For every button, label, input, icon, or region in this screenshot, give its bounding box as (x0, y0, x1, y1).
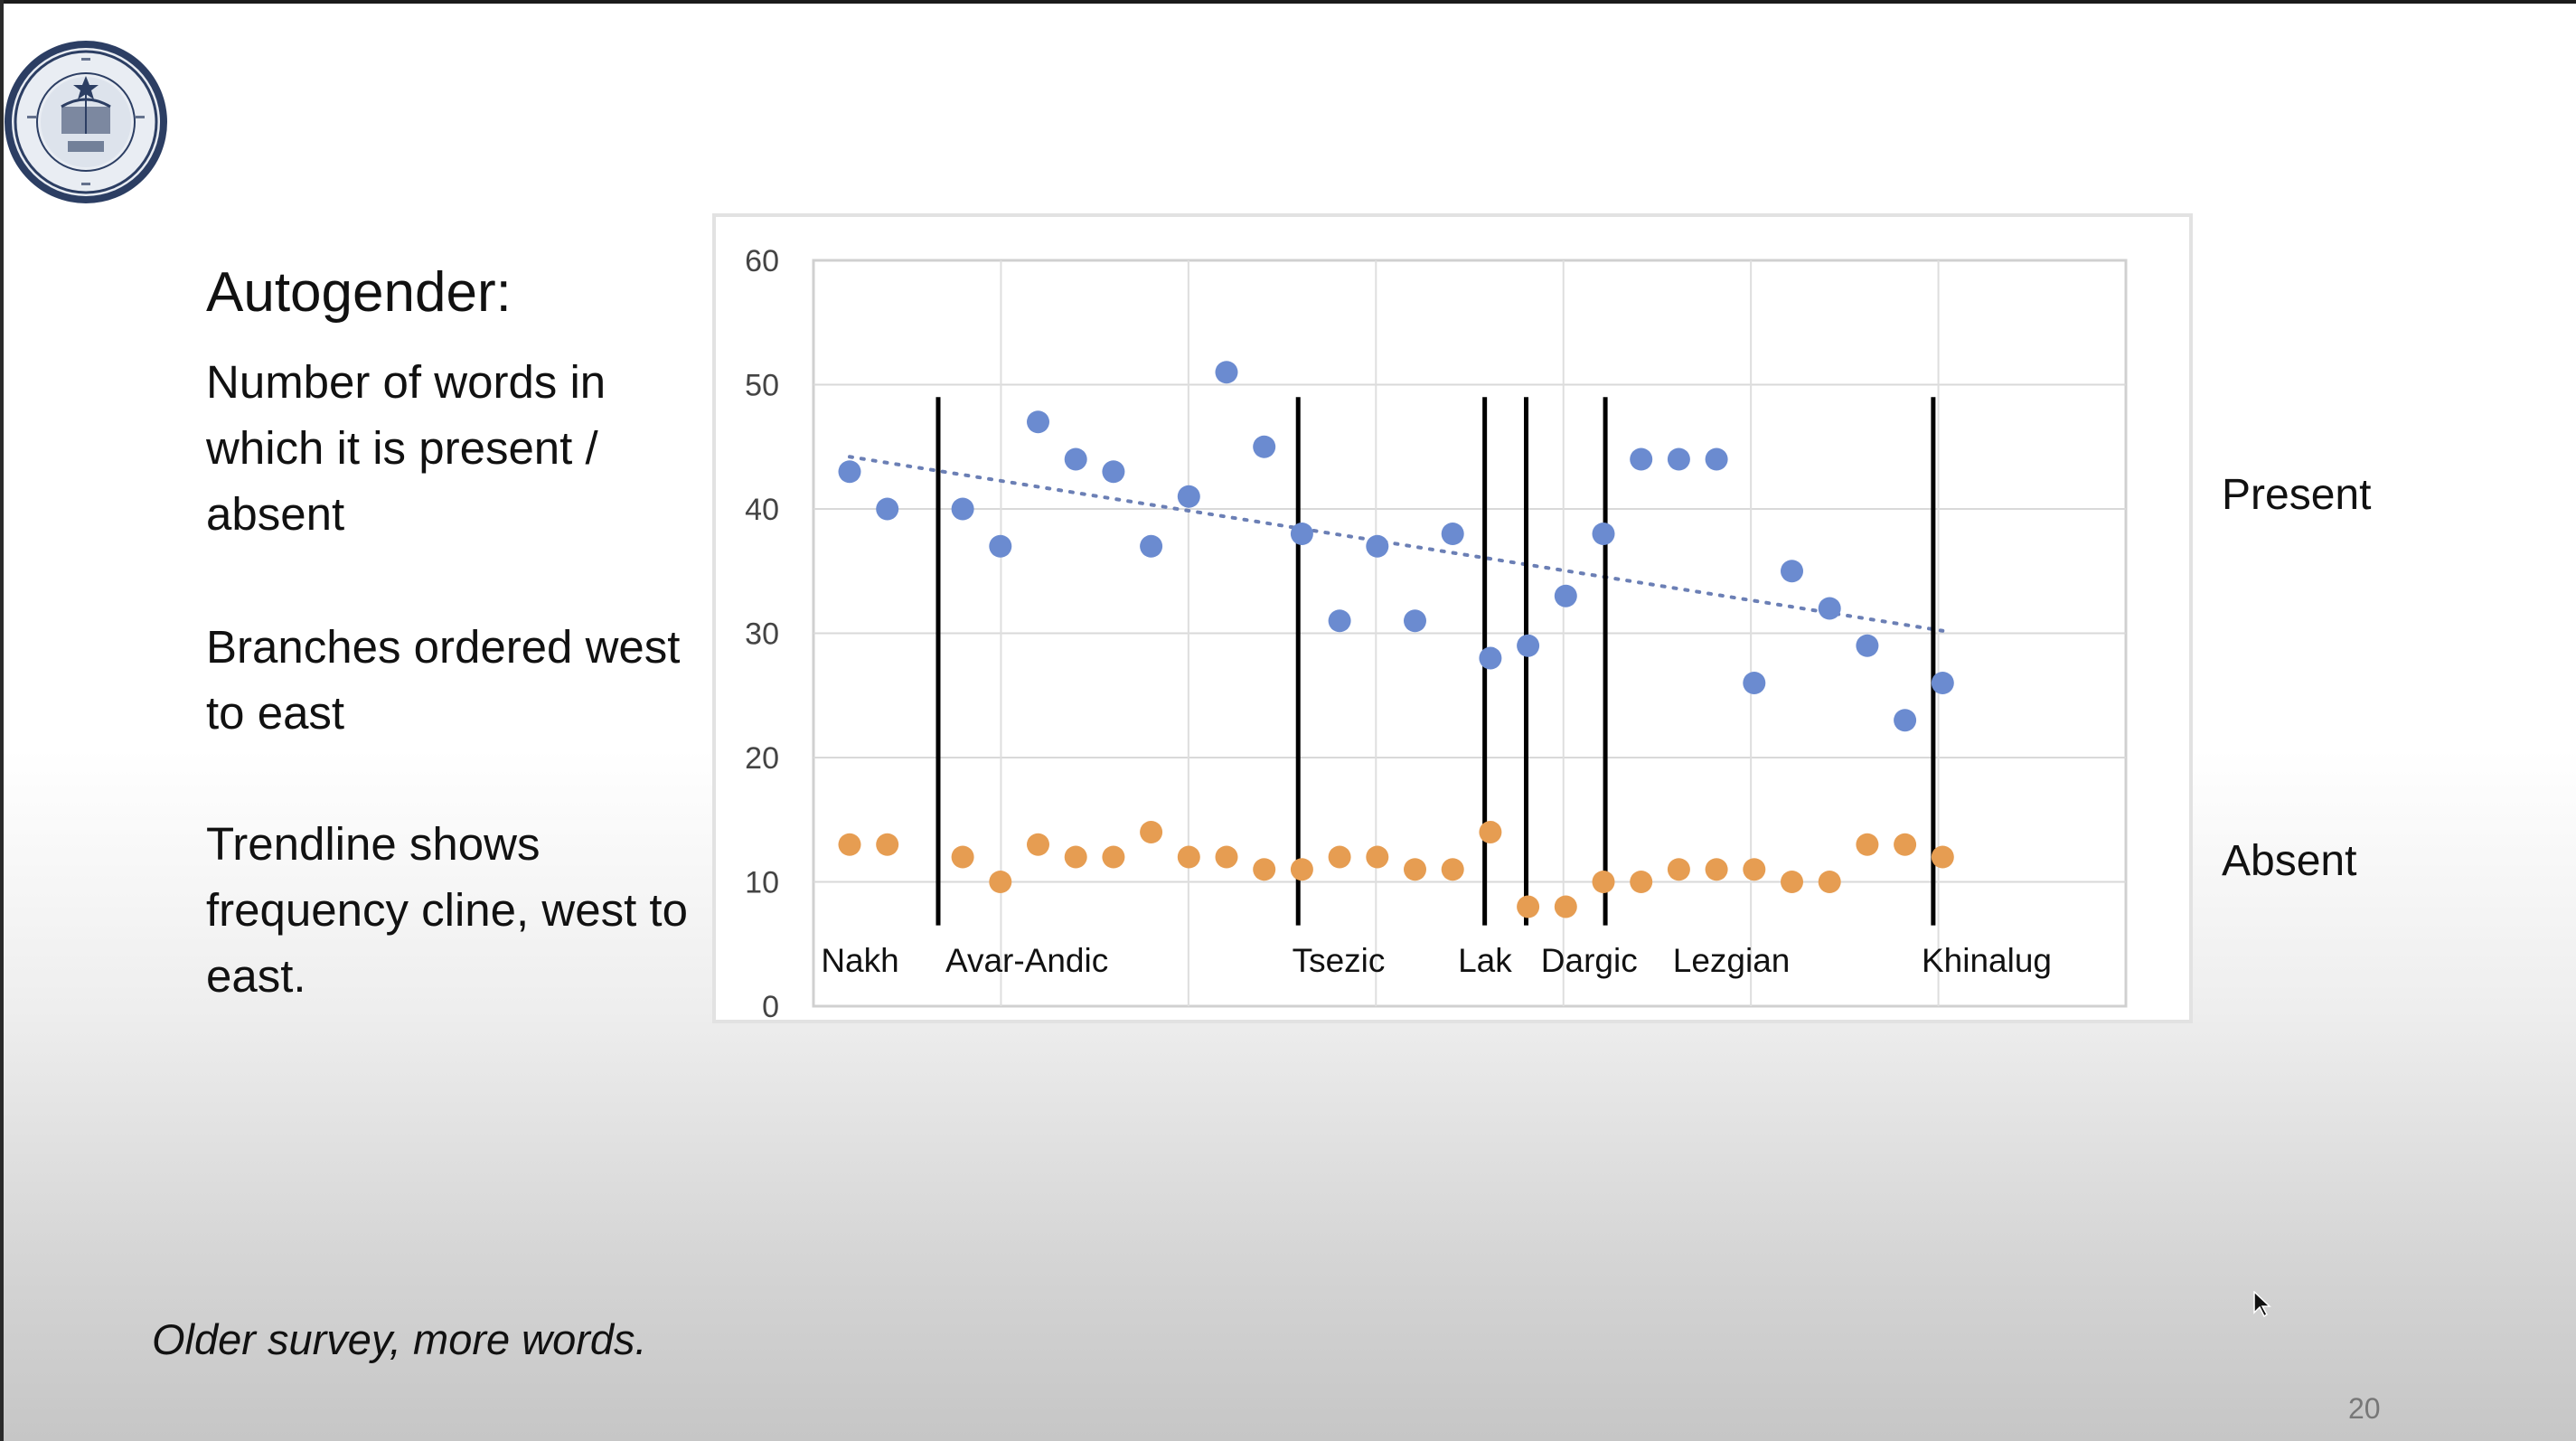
ordering-text: Branches ordered west to east (206, 621, 681, 739)
branch-label: Khinalug (1922, 942, 2052, 979)
absent-point (1328, 845, 1351, 869)
present-point (1667, 447, 1690, 471)
y-tick-label: 60 (745, 244, 779, 278)
present-point (838, 460, 861, 484)
absent-point (1215, 845, 1238, 869)
present-point (1818, 597, 1841, 620)
y-tick-label: 40 (745, 493, 779, 527)
present-point (1140, 534, 1163, 558)
absent-point (1517, 895, 1540, 918)
present-point (1404, 609, 1426, 633)
absent-point (1856, 833, 1879, 856)
absent-point (1366, 845, 1389, 869)
present-point (1064, 447, 1087, 471)
absent-point (1177, 845, 1200, 869)
absent-point (876, 833, 899, 856)
present-series (838, 361, 1954, 732)
trendline (848, 455, 1945, 633)
left-border (0, 0, 4, 1441)
trendline-text: Trendline shows frequency cline, west to… (206, 818, 688, 1002)
university-seal-logo (5, 41, 167, 203)
present-point (1366, 534, 1389, 558)
absent-point (1818, 871, 1841, 893)
legend-present: Present (2222, 471, 2372, 519)
absent-point (1705, 858, 1728, 881)
present-point (1630, 447, 1653, 471)
present-point (1027, 410, 1049, 434)
present-point (989, 534, 1012, 558)
branch-label: Tsezic (1293, 942, 1386, 979)
present-point (1102, 460, 1125, 484)
absent-point (1554, 895, 1577, 918)
y-tick-label: 0 (762, 990, 779, 1024)
absent-point (1441, 858, 1464, 881)
present-point (1253, 435, 1276, 458)
absent-point (1667, 858, 1690, 881)
absent-point (989, 871, 1012, 893)
absent-point (1894, 833, 1917, 856)
present-point (1177, 485, 1200, 508)
present-point (1479, 646, 1502, 670)
present-point (1441, 523, 1464, 545)
present-point (1517, 634, 1540, 657)
absent-point (1253, 858, 1276, 881)
slide-title: Autogender: (206, 261, 512, 324)
absent-point (1027, 833, 1049, 856)
y-tick-label: 10 (745, 866, 779, 900)
branch-label: Avar-Andic (945, 942, 1108, 979)
present-point (876, 497, 899, 521)
absent-point (951, 845, 974, 869)
absent-point (838, 833, 861, 856)
absent-point (1743, 858, 1766, 881)
absent-point (1404, 858, 1426, 881)
present-point (1328, 609, 1351, 633)
absent-point (1781, 871, 1803, 893)
legend-absent: Absent (2222, 837, 2357, 885)
absent-point (1630, 871, 1653, 893)
present-point (1743, 672, 1766, 694)
present-point (1931, 672, 1954, 694)
y-tick-labels: 0 10 20 30 40 50 60 (745, 244, 779, 1024)
absent-point (1290, 858, 1313, 881)
present-point (1705, 447, 1728, 471)
absent-point (1592, 871, 1615, 893)
branch-label: Dargic (1541, 942, 1638, 979)
page-number: 20 (2348, 1392, 2381, 1425)
mouse-cursor-icon (2253, 1291, 2271, 1318)
present-point (1592, 523, 1615, 545)
absent-point (1102, 845, 1125, 869)
present-point (1290, 523, 1313, 545)
branch-label: Lak (1458, 942, 1512, 979)
present-point (1781, 560, 1803, 583)
present-point (951, 497, 974, 521)
y-tick-label: 30 (745, 617, 779, 652)
present-point (1856, 634, 1879, 657)
absent-point (1931, 845, 1954, 869)
y-tick-label: 20 (745, 741, 779, 776)
footnote: Older survey, more words. (152, 1315, 647, 1363)
absent-point (1064, 845, 1087, 869)
top-border (0, 0, 2576, 4)
branch-label: Nakh (821, 942, 898, 979)
y-tick-label: 50 (745, 369, 779, 403)
branch-labels: Nakh Avar-Andic Tsezic Lak Dargic Lezgian Khin… (821, 942, 2052, 979)
absent-point (1479, 821, 1502, 843)
present-point (1215, 361, 1238, 384)
absent-series (838, 821, 1954, 918)
present-point (1554, 584, 1577, 607)
description-text: Number of words in which it is present /… (206, 356, 606, 540)
absent-point (1140, 821, 1163, 843)
branch-label: Lezgian (1673, 942, 1791, 979)
present-point (1894, 709, 1917, 732)
